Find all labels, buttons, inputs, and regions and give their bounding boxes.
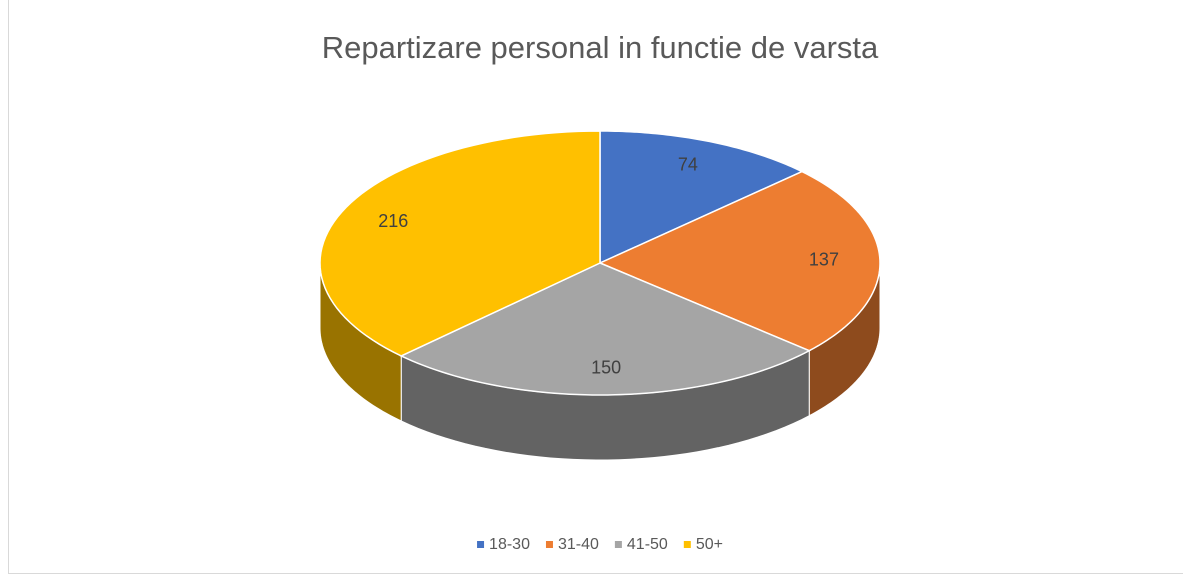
data-label: 216 <box>378 211 408 231</box>
pie-slice <box>598 170 881 352</box>
legend-label: 41-50 <box>627 536 668 553</box>
data-label: 150 <box>591 357 621 377</box>
legend-swatch <box>477 541 485 548</box>
chart-title: Repartizare personal in functie de varst… <box>322 30 879 65</box>
legend-swatch <box>545 541 553 548</box>
data-label: 74 <box>678 155 698 175</box>
pie-slice <box>319 130 601 357</box>
pie-slice <box>599 130 804 265</box>
pie-slice <box>399 262 812 396</box>
legend-label: 50+ <box>696 536 723 553</box>
data-label: 137 <box>809 250 839 270</box>
legend-swatch <box>683 541 691 548</box>
legend-label: 31-40 <box>558 536 599 553</box>
legend-swatch <box>614 541 622 548</box>
legend-label: 18-30 <box>489 536 530 553</box>
